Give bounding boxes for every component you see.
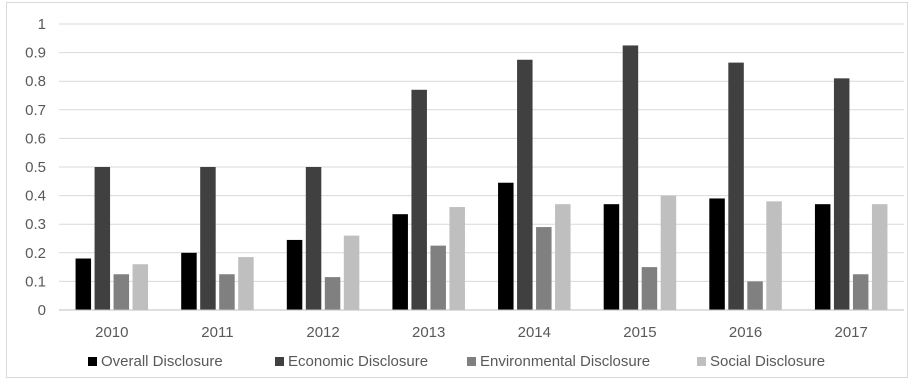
bar-environmental-disclosure-2011 — [219, 274, 235, 310]
legend: Overall Disclosure Economic Disclosure Env… — [88, 353, 825, 370]
bar-economic-disclosure-2010 — [94, 167, 111, 310]
bar-economic-disclosure-2013 — [411, 89, 427, 310]
x-tick-label: 2015 — [623, 324, 656, 341]
bar-social-disclosure-2013 — [449, 207, 465, 310]
y-tick-label: 0.8 — [25, 73, 46, 90]
x-tick-label: 2017 — [835, 324, 868, 341]
bar-environmental-disclosure-2010 — [113, 274, 130, 310]
legend-swatch — [275, 357, 284, 366]
legend-swatch — [88, 357, 97, 366]
x-tick-label: 2014 — [518, 324, 551, 341]
legend-label: Overall Disclosure — [101, 353, 223, 370]
bar-social-disclosure-2017 — [871, 204, 888, 310]
y-tick-label: 0.3 — [25, 216, 46, 233]
bar-social-disclosure-2010 — [132, 264, 149, 310]
bar-overall-disclosure-2017 — [814, 204, 831, 310]
bar-economic-disclosure-2012 — [305, 167, 322, 310]
bars — [75, 45, 888, 310]
bar-environmental-disclosure-2014 — [536, 227, 552, 310]
chart-frame — [6, 2, 908, 378]
bar-economic-disclosure-2015 — [622, 45, 639, 310]
x-tick-label: 2010 — [95, 324, 128, 341]
bar-overall-disclosure-2011 — [181, 252, 197, 310]
gridlines — [59, 23, 904, 282]
bar-economic-disclosure-2014 — [517, 59, 533, 310]
bar-overall-disclosure-2016 — [709, 198, 725, 310]
bar-overall-disclosure-2012 — [286, 239, 303, 310]
bar-social-disclosure-2011 — [238, 257, 254, 310]
x-tick-label: 2011 — [201, 324, 233, 341]
bar-environmental-disclosure-2016 — [747, 281, 763, 310]
y-tick-label: 1 — [38, 16, 46, 33]
bar-overall-disclosure-2014 — [498, 182, 514, 310]
bar-social-disclosure-2014 — [555, 204, 571, 310]
bar-social-disclosure-2012 — [343, 235, 360, 310]
bar-economic-disclosure-2016 — [728, 62, 744, 310]
bar-economic-disclosure-2017 — [833, 78, 850, 310]
bar-economic-disclosure-2011 — [200, 167, 216, 310]
legend-label: Environmental Disclosure — [480, 353, 650, 370]
bar-environmental-disclosure-2013 — [430, 245, 446, 310]
bar-overall-disclosure-2015 — [603, 204, 620, 310]
bar-environmental-disclosure-2017 — [852, 274, 869, 310]
bar-environmental-disclosure-2015 — [641, 267, 658, 310]
y-axis: 0 0.1 0.2 0.3 0.4 0.5 0.6 0.7 0.8 0.9 1 — [25, 16, 46, 319]
y-tick-label: 0.9 — [25, 45, 46, 62]
legend-swatch — [697, 357, 706, 366]
y-tick-label: 0.4 — [25, 188, 46, 205]
y-tick-label: 0.6 — [25, 130, 46, 147]
x-tick-label: 2016 — [729, 324, 762, 341]
x-axis: 2010 2011 2012 2013 2014 2015 2016 2017 — [59, 309, 904, 341]
y-tick-label: 0.2 — [25, 245, 46, 262]
legend-label: Economic Disclosure — [288, 353, 428, 370]
bar-social-disclosure-2016 — [766, 201, 782, 310]
x-tick-label: 2013 — [412, 324, 445, 341]
y-tick-label: 0.7 — [25, 102, 46, 119]
y-tick-label: 0.1 — [25, 273, 46, 290]
bar-social-disclosure-2015 — [660, 195, 677, 310]
legend-label: Social Disclosure — [710, 353, 825, 370]
x-tick-label: 2012 — [306, 324, 339, 341]
y-tick-label: 0.5 — [25, 159, 46, 176]
bar-overall-disclosure-2013 — [392, 214, 408, 310]
y-tick-label: 0 — [38, 302, 46, 319]
legend-swatch — [467, 357, 476, 366]
bar-environmental-disclosure-2012 — [324, 277, 341, 310]
bar-overall-disclosure-2010 — [75, 258, 92, 310]
